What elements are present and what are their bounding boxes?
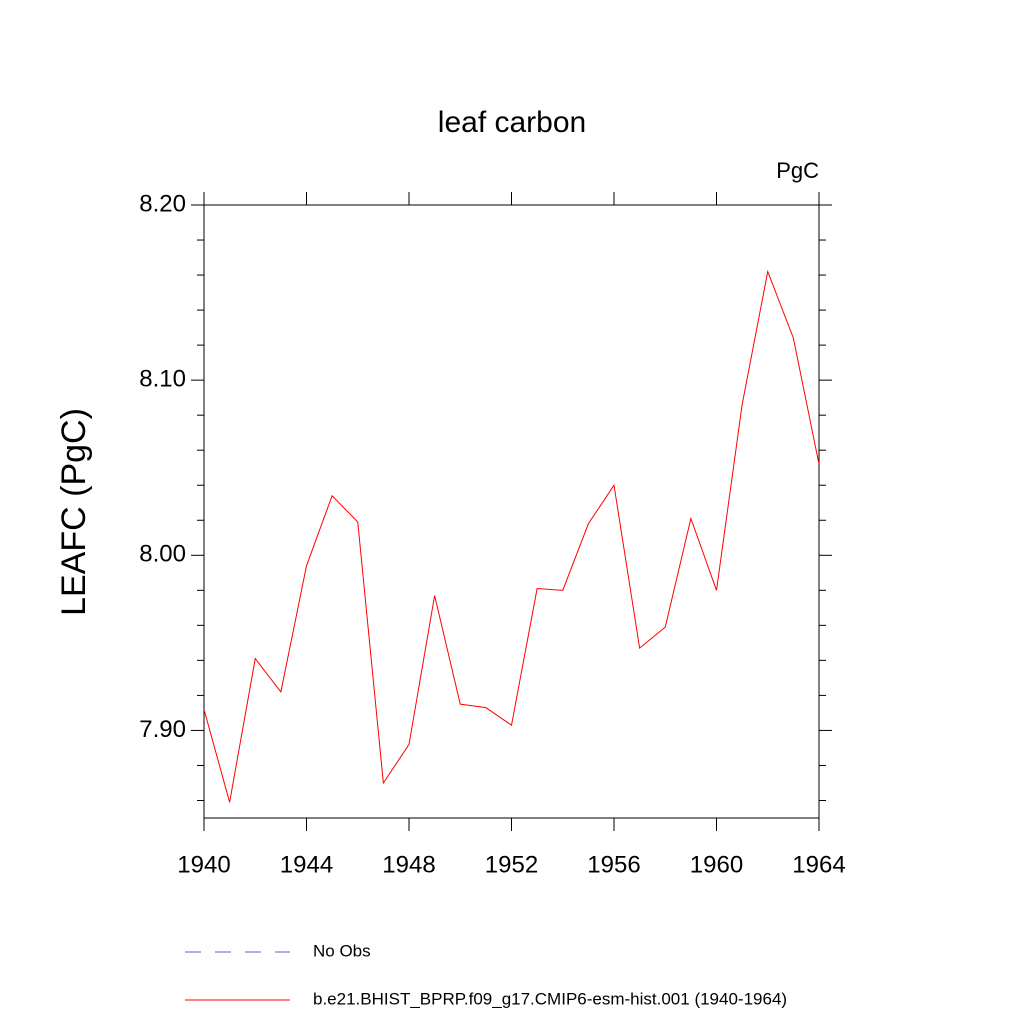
plot-frame (203, 204, 820, 819)
x-tick-label: 1964 (792, 851, 845, 878)
legend-label: b.e21.BHIST_BPRP.f09_g17.CMIP6-esm-hist.… (313, 989, 787, 1008)
chart-title: leaf carbon (438, 106, 586, 139)
y-tick-label: 8.10 (139, 365, 186, 392)
x-tick-label: 1956 (587, 851, 640, 878)
units-label: PgC (776, 158, 819, 183)
y-tick-label: 7.90 (139, 716, 186, 743)
data-line (203, 269, 820, 803)
x-tick-label: 1944 (280, 851, 333, 878)
x-tick-label: 1952 (485, 851, 538, 878)
y-axis-label: LEAFC (PgC) (55, 408, 93, 616)
y-tick-label: 8.00 (139, 541, 186, 568)
x-tick-label: 1940 (177, 851, 230, 878)
legend-label: No Obs (313, 941, 371, 960)
x-tick-label: 1948 (382, 851, 435, 878)
x-tick-label: 1960 (690, 851, 743, 878)
y-tick-label: 8.20 (139, 190, 186, 217)
